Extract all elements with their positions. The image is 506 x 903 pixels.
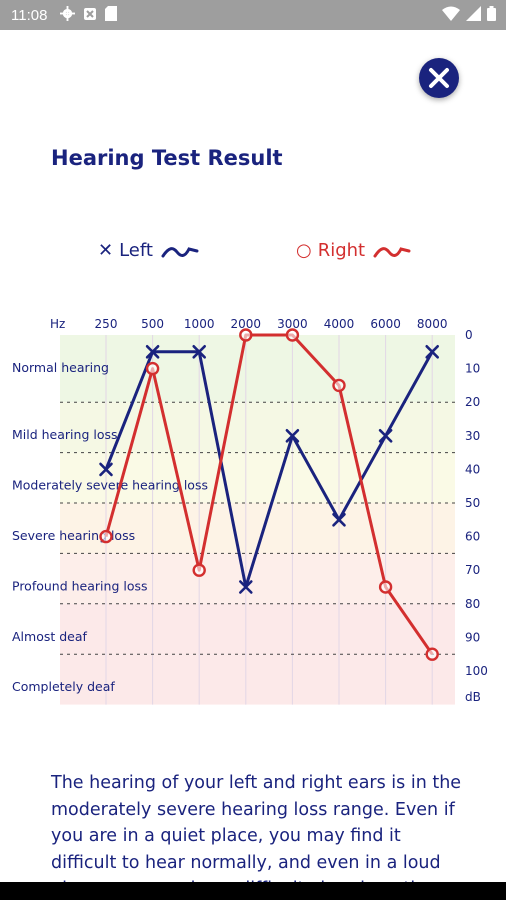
series-line-right xyxy=(104,333,434,656)
y-tick-label: 80 xyxy=(465,597,480,611)
x-tick-label: 1000 xyxy=(184,317,215,331)
band-label: Normal hearing xyxy=(12,360,109,375)
x-tick-label: 2000 xyxy=(231,317,262,331)
x-marker xyxy=(239,580,253,594)
y-unit-label: dB xyxy=(465,690,481,704)
x-marker xyxy=(285,429,300,443)
severity-band xyxy=(60,654,455,705)
data-point-right xyxy=(285,328,300,342)
navigation-bar xyxy=(0,882,506,900)
data-point-right xyxy=(99,529,113,544)
close-button[interactable] xyxy=(419,58,459,98)
y-tick-label: 20 xyxy=(465,395,480,409)
series-line-left xyxy=(104,350,434,589)
x-tick-label: 4000 xyxy=(324,317,355,331)
data-point-left xyxy=(425,345,439,359)
status-time: 11:08 xyxy=(11,7,48,24)
gear-icon xyxy=(60,6,75,21)
y-tick-label: 40 xyxy=(465,462,480,476)
y-tick-label: 100 xyxy=(465,664,488,678)
x-tick-label: 6000 xyxy=(370,317,401,331)
x-tick-label: 500 xyxy=(141,317,164,331)
y-tick-label: 30 xyxy=(465,429,480,443)
audiogram-chart: Normal hearing Mild hearing loss Moderatel… xyxy=(12,317,488,705)
wave-icon xyxy=(161,246,199,257)
x-marker xyxy=(378,429,393,443)
severity-band xyxy=(60,553,455,604)
data-point-right xyxy=(192,563,206,577)
legend-right: ○ Right xyxy=(296,240,411,261)
y-tick-label: 10 xyxy=(465,362,480,376)
severity-band xyxy=(60,402,455,453)
y-tick-label: 90 xyxy=(465,630,480,644)
sd-card-icon xyxy=(105,6,117,21)
band-label: Profound hearing loss xyxy=(12,578,148,593)
x-marker xyxy=(425,345,439,359)
page-title: Hearing Test Result xyxy=(51,146,283,170)
data-point-left xyxy=(378,429,393,443)
x-marker-icon: ✕ xyxy=(98,240,114,261)
wifi-icon xyxy=(442,6,460,21)
data-point-left xyxy=(332,513,346,527)
y-tick-label: 0 xyxy=(465,328,473,342)
x-marker xyxy=(332,513,346,527)
data-point-left xyxy=(192,345,206,359)
data-point-right xyxy=(239,328,253,342)
data-point-left xyxy=(99,462,113,477)
band-label: Mild hearing loss xyxy=(12,427,118,442)
legend-left: ✕ Left xyxy=(98,240,199,261)
y-tick-label: 60 xyxy=(465,530,480,544)
band-label: Almost deaf xyxy=(12,629,88,644)
data-point-right xyxy=(332,378,346,393)
data-point-left xyxy=(145,345,160,359)
x-marker xyxy=(192,345,206,359)
severity-band xyxy=(60,335,455,403)
signal-icon xyxy=(466,6,481,21)
band-label: Severe hearing loss xyxy=(12,528,135,543)
severity-band xyxy=(60,603,455,655)
close-icon xyxy=(429,68,449,88)
data-point-right xyxy=(145,361,160,376)
band-label: Moderately severe hearing loss xyxy=(12,478,208,493)
legend-right-label: Right xyxy=(317,240,366,261)
battery-icon xyxy=(487,6,496,21)
circle-marker-icon: ○ xyxy=(296,240,312,261)
data-point-right xyxy=(425,647,439,661)
data-point-left xyxy=(285,429,300,443)
data-point-left xyxy=(239,580,253,594)
y-tick-label: 50 xyxy=(465,496,480,510)
x-tick-label: 250 xyxy=(95,317,118,331)
y-tick-label: 70 xyxy=(465,563,480,577)
x-tick-label: 8000 xyxy=(417,317,448,331)
x-marker xyxy=(99,462,113,477)
wave-icon xyxy=(373,246,411,257)
x-tick-label: 3000 xyxy=(277,317,308,331)
x-marker xyxy=(145,345,160,359)
x-unit-label: Hz xyxy=(50,317,65,331)
status-bar: 11:08 xyxy=(0,0,506,30)
band-label: Completely deaf xyxy=(12,679,115,694)
legend-left-label: Left xyxy=(119,240,153,261)
alert-icon xyxy=(84,7,96,20)
data-point-right xyxy=(378,580,393,594)
